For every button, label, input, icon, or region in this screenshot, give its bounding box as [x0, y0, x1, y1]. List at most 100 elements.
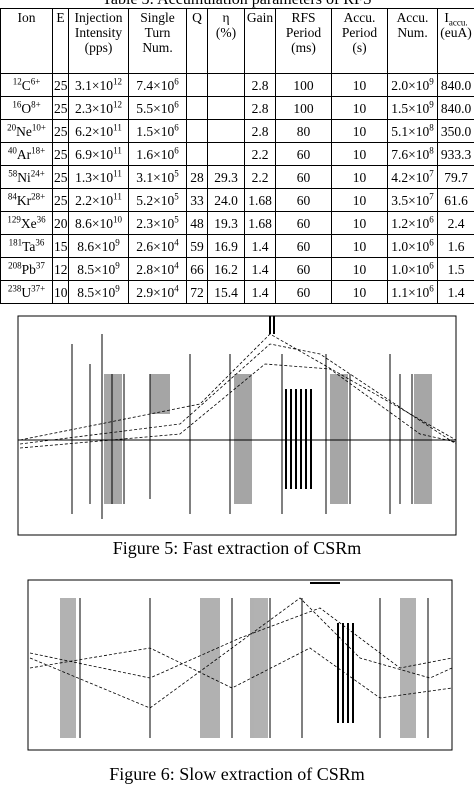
- cell-text: 10: [353, 285, 367, 300]
- table-cell: 1.6×106: [129, 143, 187, 166]
- text-exponent: 9: [115, 237, 120, 247]
- table-cell: 10: [332, 212, 388, 235]
- text-element: Ar: [17, 147, 31, 162]
- text-exponent: 9: [115, 283, 120, 293]
- table-cell: 66: [187, 258, 208, 281]
- table-cell: 33: [187, 189, 208, 212]
- text-exponent: 6: [429, 260, 434, 270]
- text-element: Pb: [22, 262, 36, 277]
- text-mantissa: 8.5×10: [77, 285, 115, 300]
- text-exponent: 9: [429, 99, 434, 109]
- table-cell: 2.0×109: [388, 74, 438, 97]
- cell-text: 79.7: [444, 170, 468, 185]
- table-cell: 933.3: [438, 143, 474, 166]
- text-mantissa: 2.3×10: [75, 101, 113, 116]
- text-exponent: 6: [174, 145, 179, 155]
- text-mantissa: 1.3×10: [75, 170, 113, 185]
- text-exponent: 6: [429, 283, 434, 293]
- cell-text: 15.4: [214, 285, 238, 300]
- text-mantissa: 3.5×10: [391, 193, 429, 208]
- table-cell: 10: [332, 189, 388, 212]
- cell-text: 840.0: [441, 78, 471, 93]
- table-cell: 4.2×107: [388, 166, 438, 189]
- cell-text: 25: [54, 193, 68, 208]
- text-mantissa: 8.6×10: [77, 239, 115, 254]
- cell-text: 59: [190, 239, 204, 254]
- cell-text: Injection: [75, 10, 123, 25]
- cell-text: E: [56, 10, 64, 25]
- cell-text: 933.3: [441, 147, 471, 162]
- cell-text: 28: [190, 170, 204, 185]
- cell-text: Intensity: [75, 25, 122, 40]
- table-cell: 129Xe36: [1, 212, 53, 235]
- table-cell: 10: [332, 97, 388, 120]
- cell-text: 10: [353, 124, 367, 139]
- text-mantissa: 5.5×10: [136, 101, 174, 116]
- table-cell: 16O8+: [1, 97, 53, 120]
- text-mass: 181: [9, 237, 23, 247]
- cell-text: Accu.: [344, 10, 376, 25]
- table-cell: 60: [276, 166, 332, 189]
- cell-text: 1.68: [248, 193, 272, 208]
- header-cell: Accu.Num.: [388, 9, 438, 74]
- table-cell: 10: [332, 258, 388, 281]
- text-element: U: [21, 285, 31, 300]
- table-cell: 8.6×109: [69, 235, 129, 258]
- text-exponent: 6: [174, 76, 179, 86]
- text-charge: 24+: [31, 168, 45, 178]
- text-element: Ta: [22, 239, 35, 254]
- table-cell: 100: [276, 97, 332, 120]
- cell-text: 60: [297, 193, 311, 208]
- table-cell: 1.1×106: [388, 281, 438, 304]
- cell-text: 2.4: [448, 216, 465, 231]
- figure-caption: Figure 6: Slow extraction of CSRm: [0, 764, 474, 785]
- cell-text: 25: [54, 170, 68, 185]
- header-cell: η(%): [208, 9, 245, 74]
- table-cell: 1.6: [438, 235, 474, 258]
- cell-text: 72: [190, 285, 204, 300]
- figure-6-plot: [0, 578, 474, 754]
- text-charge: 37+: [31, 283, 45, 293]
- text-mantissa: 7.4×10: [136, 78, 174, 93]
- text-exponent: 4: [174, 283, 179, 293]
- table-cell: 238U37+: [1, 281, 53, 304]
- table-cell: [208, 143, 245, 166]
- text-element: Ni: [17, 170, 31, 185]
- table-cell: 1.0×106: [388, 258, 438, 281]
- cell-text: 1.6: [448, 239, 465, 254]
- cell-text: 10: [353, 193, 367, 208]
- table-cell: 840.0: [438, 97, 474, 120]
- text-charge: 10+: [32, 122, 46, 132]
- cell-text: 10: [353, 101, 367, 116]
- text-charge: 8+: [31, 99, 41, 109]
- cell-text: 350.0: [441, 124, 471, 139]
- table-cell: 12: [53, 258, 69, 281]
- cell-text: 20: [54, 216, 68, 231]
- table-cell: 208Pb37: [1, 258, 53, 281]
- table-cell: 1.68: [245, 212, 276, 235]
- cell-text: 60: [297, 170, 311, 185]
- text-charge: 18+: [31, 145, 45, 155]
- cell-text: 16.9: [214, 239, 238, 254]
- table-cell: 20: [53, 212, 69, 235]
- header-cell: E: [53, 9, 69, 74]
- cell-text: 10: [353, 239, 367, 254]
- cell-text: 60: [297, 262, 311, 277]
- cell-text: (%): [216, 25, 236, 40]
- table-cell: 2.2: [245, 166, 276, 189]
- cell-text: Num.: [397, 25, 427, 40]
- table-cell: 2.8: [245, 74, 276, 97]
- cell-text: 19.3: [214, 216, 238, 231]
- cell-text: 25: [54, 101, 68, 116]
- table-cell: 25: [53, 74, 69, 97]
- table-cell: 840.0: [438, 74, 474, 97]
- table-cell: 10: [332, 281, 388, 304]
- cell-text: 60: [297, 147, 311, 162]
- text-mantissa: 2.6×10: [136, 239, 174, 254]
- text-mantissa: 2.3×10: [136, 216, 174, 231]
